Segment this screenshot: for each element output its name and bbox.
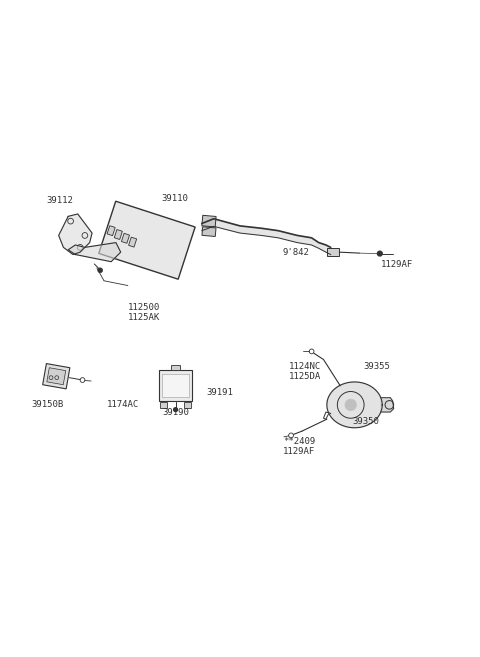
Text: 1129AF: 1129AF [381,260,413,269]
Text: **2409: **2409 [283,437,315,446]
Text: 1174AC: 1174AC [107,399,139,409]
Text: 1125DA: 1125DA [289,372,322,380]
Text: 1125AK: 1125AK [128,313,160,322]
Text: 1129AF: 1129AF [283,447,315,455]
Text: 1124NC: 1124NC [289,362,322,371]
Polygon shape [381,397,394,412]
Polygon shape [68,242,120,261]
Bar [184,402,192,408]
Bar [202,227,216,237]
Bar [43,363,70,389]
Bar [114,229,122,239]
Circle shape [98,268,103,273]
Bar [129,237,137,247]
Bar [160,402,168,408]
Text: 39112: 39112 [47,196,73,206]
Text: 39191: 39191 [206,388,233,397]
Polygon shape [327,382,382,428]
Text: 39110: 39110 [161,194,188,202]
Text: 39355: 39355 [363,362,390,371]
Polygon shape [59,214,92,254]
Bar [107,226,115,236]
Text: 39190: 39190 [162,409,189,417]
Circle shape [174,408,178,411]
Text: 39350: 39350 [352,417,379,426]
Bar [327,248,339,256]
Bar [47,368,66,385]
Bar [162,374,189,397]
Bar [159,371,192,401]
Bar [99,201,195,279]
Circle shape [345,399,357,411]
Circle shape [377,251,382,256]
Bar [202,215,216,227]
Bar [121,233,130,243]
Bar [171,365,180,371]
Text: 112500: 112500 [128,304,160,312]
Text: 9'842: 9'842 [283,248,310,256]
Text: 39150B: 39150B [31,400,63,409]
Polygon shape [202,219,331,254]
